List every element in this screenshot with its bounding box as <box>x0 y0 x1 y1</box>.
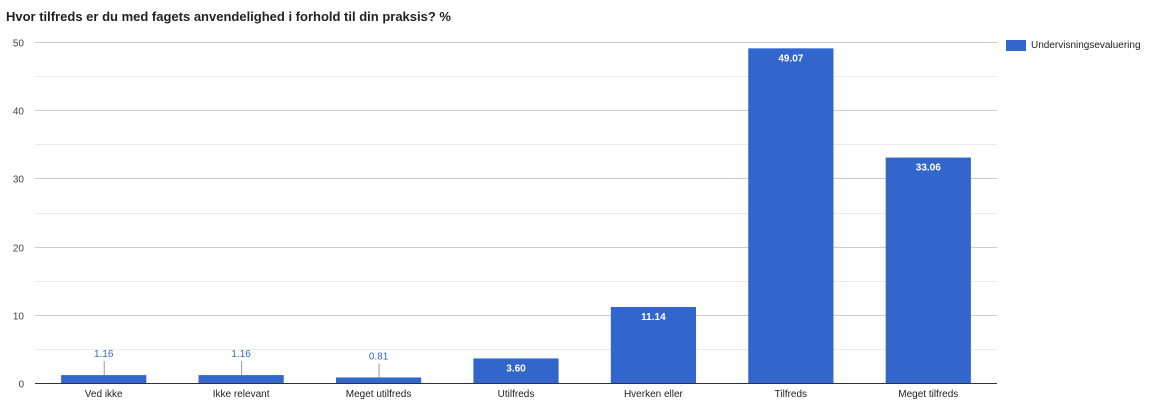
data-label: 33.06 <box>916 163 941 174</box>
data-label: 1.16 <box>231 349 251 360</box>
bar <box>198 375 284 383</box>
y-tick-label: 30 <box>13 175 25 186</box>
x-tick-label: Meget utilfreds <box>346 389 412 400</box>
x-tick-label: Utilfreds <box>498 389 535 400</box>
y-tick-label: 20 <box>13 244 25 255</box>
bar <box>610 307 697 383</box>
y-tick-label: 10 <box>13 312 25 323</box>
bar <box>885 157 971 383</box>
x-tick-label: Ikke relevant <box>213 389 270 400</box>
x-tick-label: Ved ikke <box>85 389 123 400</box>
bar <box>473 358 559 383</box>
data-label: 0.81 <box>369 351 389 362</box>
y-tick-label: 50 <box>13 39 25 50</box>
x-tick-label: Meget tilfreds <box>898 389 958 400</box>
chart-title: Hvor tilfreds er du med fagets anvendeli… <box>6 9 451 24</box>
bar <box>335 377 422 383</box>
bar <box>748 48 834 384</box>
bar <box>61 375 147 383</box>
y-tick-label: 0 <box>18 380 24 391</box>
legend-swatch <box>1006 40 1026 51</box>
data-label: 3.60 <box>506 363 526 374</box>
data-label: 11.14 <box>641 312 666 323</box>
x-tick-label: Hverken eller <box>624 389 684 400</box>
legend[interactable]: Undervisningsevaluering <box>1006 40 1141 51</box>
data-label: 1.16 <box>94 349 114 360</box>
legend-label: Undervisningsevaluering <box>1031 40 1141 51</box>
data-label: 49.07 <box>778 53 803 64</box>
x-tick-label: Tilfreds <box>775 389 807 400</box>
y-tick-label: 40 <box>13 107 25 118</box>
